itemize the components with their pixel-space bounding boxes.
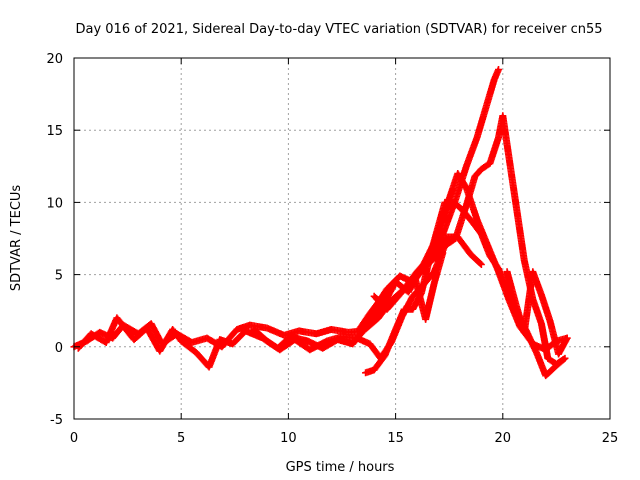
- series-track: [370, 249, 447, 323]
- x-tick-label: 15: [387, 431, 404, 446]
- data-marker: [495, 66, 503, 74]
- y-tick-label: 0: [55, 341, 63, 356]
- x-axis-label: GPS time / hours: [286, 460, 395, 475]
- x-tick-label: 25: [602, 431, 619, 446]
- x-tick-label: 20: [495, 431, 512, 446]
- chart-title: Day 016 of 2021, Sidereal Day-to-day VTE…: [75, 22, 602, 37]
- y-tick-label: 10: [46, 196, 63, 211]
- y-tick-label: -5: [50, 413, 63, 428]
- y-axis-label: SDTVAR / TECUs: [9, 185, 24, 292]
- series-track: [503, 268, 571, 358]
- x-tick-label: 10: [280, 431, 297, 446]
- x-tick-label: 0: [70, 431, 78, 446]
- data-marker: [476, 259, 484, 267]
- data-marker: [563, 334, 571, 342]
- axis-ticks: 0 5 10 15 20 25 -5 0 5 10 15 20: [46, 52, 618, 446]
- data-marker: [560, 355, 568, 363]
- y-tick-label: 20: [46, 52, 63, 67]
- y-tick-label: 15: [46, 124, 63, 139]
- data-series: [70, 66, 571, 380]
- data-marker: [439, 249, 447, 257]
- plot-frame: [73, 57, 611, 420]
- y-tick-label: 5: [55, 269, 63, 284]
- data-marker: [561, 354, 569, 362]
- data-marker: [477, 260, 485, 268]
- x-tick-label: 5: [177, 431, 185, 446]
